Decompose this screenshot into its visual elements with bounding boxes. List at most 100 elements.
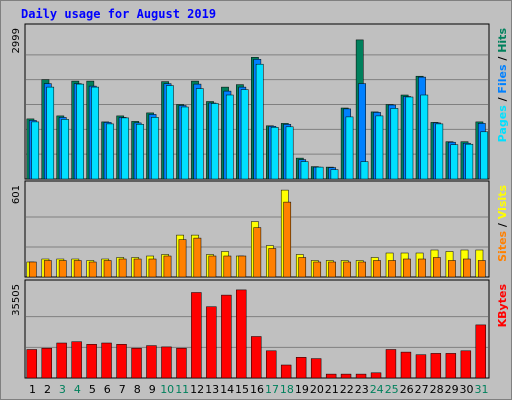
bar-sites-day-12 — [193, 237, 202, 278]
bar-pages-day-12 — [195, 88, 204, 180]
bar-kbytes-day-1 — [26, 349, 37, 379]
bar-kbytes-day-14 — [221, 294, 232, 379]
bar-kbytes-day-29 — [445, 353, 457, 379]
bar-sites-day-6 — [103, 260, 112, 278]
bar-sites-day-4 — [73, 260, 82, 278]
y-max-label: 2999 — [11, 28, 22, 53]
bar-sites-day-25 — [388, 260, 396, 278]
bar-sites-day-29 — [448, 260, 456, 278]
day-label-5: 5 — [89, 383, 96, 396]
bar-sites-day-23 — [358, 261, 366, 278]
day-label-3: 3 — [59, 383, 66, 396]
day-label-7: 7 — [119, 383, 126, 396]
kbytes-panel: 35505 KBytes — [11, 279, 509, 379]
day-label-22: 22 — [340, 383, 354, 396]
bar-kbytes-day-26 — [400, 351, 412, 379]
bar-pages-day-16 — [255, 63, 264, 180]
bar-kbytes-day-4 — [71, 341, 82, 379]
y-max-label: 35505 — [11, 284, 22, 316]
bar-pages-day-24 — [375, 115, 384, 180]
day-label-13: 13 — [205, 383, 219, 396]
bar-kbytes-day-8 — [131, 347, 142, 379]
day-label-23: 23 — [355, 383, 369, 396]
bar-sites-day-10 — [163, 255, 172, 278]
bar-sites-day-15 — [238, 255, 247, 278]
bar-sites-day-7 — [118, 258, 127, 278]
day-label-18: 18 — [280, 383, 294, 396]
bar-sites-day-14 — [223, 255, 232, 278]
bar-pages-day-29 — [450, 144, 459, 180]
day-label-26: 26 — [400, 383, 414, 396]
series-legend: KBytes — [496, 284, 509, 328]
day-label-6: 6 — [104, 383, 111, 396]
bar-sites-day-18 — [283, 201, 292, 278]
bar-kbytes-day-30 — [460, 350, 472, 379]
bar-pages-day-19 — [300, 161, 309, 180]
day-label-25: 25 — [385, 383, 399, 396]
bar-sites-day-24 — [373, 260, 381, 278]
day-label-28: 28 — [430, 383, 444, 396]
bar-sites-day-3 — [58, 260, 67, 278]
bar-pages-day-18 — [285, 126, 294, 180]
bar-sites-day-5 — [88, 261, 97, 278]
day-label-17: 17 — [265, 383, 279, 396]
bar-pages-day-3 — [61, 119, 69, 180]
bar-pages-day-21 — [330, 169, 339, 180]
legend-files: Files — [496, 64, 509, 94]
bar-sites-day-19 — [298, 257, 307, 278]
bar-sites-day-22 — [343, 261, 351, 278]
bar-pages-day-13 — [210, 103, 219, 180]
y-max-label: 601 — [11, 185, 22, 204]
day-label-15: 15 — [235, 383, 249, 396]
bar-kbytes-day-21 — [325, 373, 337, 379]
series-legend: Sites / Visits — [496, 185, 509, 262]
legend-pages: Pages — [496, 105, 509, 143]
legend-separator: / — [496, 94, 509, 106]
series-legend: Pages / Files / Hits — [496, 28, 509, 143]
bar-sites-day-27 — [418, 258, 426, 278]
bar-sites-day-16 — [253, 227, 262, 278]
bar-sites-day-13 — [208, 255, 217, 278]
bar-kbytes-day-2 — [41, 347, 52, 379]
bar-pages-day-2 — [46, 86, 55, 180]
page-title: Daily usage for August 2019 — [21, 7, 217, 21]
bar-pages-day-30 — [465, 143, 474, 180]
bar-pages-day-6 — [106, 123, 114, 180]
legend-separator: / — [496, 219, 509, 231]
bar-pages-day-10 — [166, 85, 174, 180]
bar-sites-day-21 — [328, 261, 336, 278]
visits-panel: 601 Sites / Visits — [11, 180, 509, 278]
day-label-9: 9 — [149, 383, 156, 396]
bar-pages-day-14 — [225, 94, 234, 180]
day-label-20: 20 — [310, 383, 324, 396]
day-label-4: 4 — [74, 383, 81, 396]
bar-pages-day-23 — [360, 161, 369, 180]
bar-pages-day-27 — [420, 94, 429, 180]
day-label-14: 14 — [220, 383, 234, 396]
bar-pages-day-20 — [315, 166, 324, 180]
bar-sites-day-11 — [178, 239, 187, 278]
hits-panel: 2999 Pages / Files / Hits — [11, 23, 509, 180]
bar-kbytes-day-10 — [161, 346, 172, 379]
bar-sites-day-31 — [477, 260, 486, 278]
day-label-16: 16 — [250, 383, 264, 396]
day-label-12: 12 — [190, 383, 204, 396]
legend-separator: / — [496, 53, 509, 65]
bar-sites-day-30 — [463, 258, 471, 278]
bar-sites-day-17 — [268, 248, 277, 278]
bar-kbytes-day-20 — [310, 358, 322, 379]
day-label-30: 30 — [460, 383, 474, 396]
bar-pages-day-4 — [76, 83, 84, 180]
bar-sites-day-8 — [133, 258, 142, 278]
day-label-27: 27 — [415, 383, 429, 396]
legend-kbytes: KBytes — [496, 284, 509, 328]
bar-kbytes-day-27 — [415, 354, 427, 379]
bar-kbytes-day-24 — [370, 372, 382, 379]
bar-pages-day-26 — [405, 96, 414, 180]
bar-kbytes-day-17 — [266, 350, 277, 379]
bar-sites-day-20 — [313, 261, 322, 278]
bar-kbytes-day-5 — [86, 344, 97, 379]
bar-pages-day-9 — [151, 117, 159, 180]
bar-kbytes-day-19 — [295, 357, 307, 379]
